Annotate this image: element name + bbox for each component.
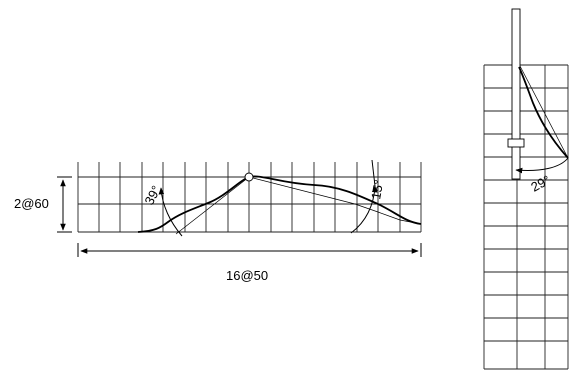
angle-label-right: 15° [368, 179, 386, 201]
angle-arc-left [158, 187, 183, 237]
angle-label-side: 29° [528, 172, 552, 194]
post-block [507, 138, 525, 148]
side-reference-line [519, 65, 569, 159]
height-dimension-label: 2@60 [14, 196, 49, 211]
side-curve [518, 66, 569, 159]
node-circle [244, 172, 254, 182]
width-dimension-label: 16@50 [226, 268, 268, 283]
angle-tick-right [371, 159, 376, 187]
side-grid [483, 64, 569, 370]
angle-arc-side [515, 157, 569, 174]
reference-line [175, 176, 422, 235]
post [511, 8, 521, 180]
angle-arc-right [350, 185, 378, 234]
